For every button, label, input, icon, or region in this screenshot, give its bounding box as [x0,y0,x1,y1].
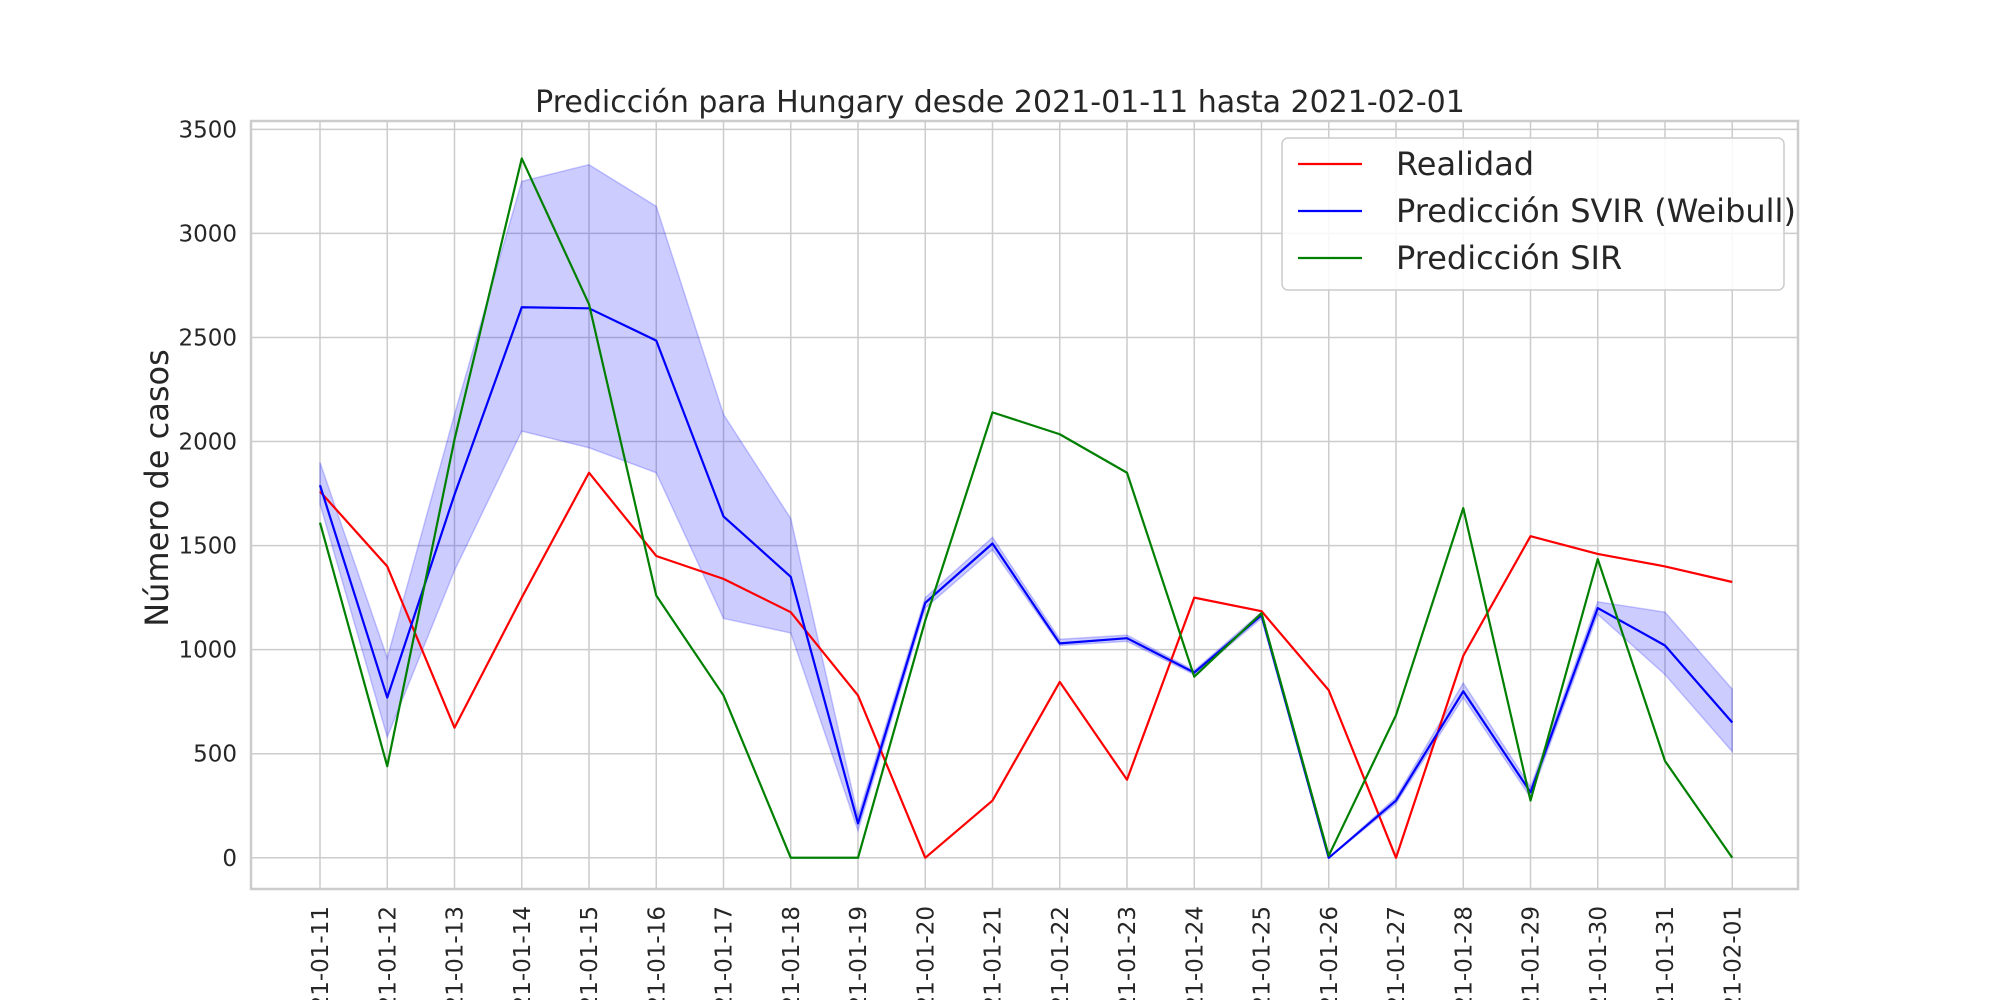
chart-title: Predicción para Hungary desde 2021-01-11… [535,85,1465,120]
x-tick-label: 2021-02-01 [1720,906,1746,1000]
x-tick-label: 2021-01-11 [308,906,334,1000]
y-axis-ticks: 0 500 1000 1500 2000 2500 3000 3500 [178,117,237,871]
x-tick-label: 2021-01-20 [913,906,939,1000]
x-tick-label: 2021-01-25 [1250,906,1276,1000]
x-axis-ticks: 2021-01-11 2021-01-12 2021-01-13 2021-01-14… [308,906,1746,1000]
x-tick-label: 2021-01-16 [644,906,670,1000]
x-tick-label: 2021-01-28 [1451,906,1477,1000]
plot-frame [249,119,1800,891]
x-tick-label: 2021-01-31 [1653,906,1679,1000]
svir-confidence-band [319,163,1733,860]
series-line-0 [319,471,1733,859]
y-tick-label: 500 [193,742,237,768]
x-tick-label: 2021-01-15 [577,906,603,1000]
series-lines [318,157,1734,859]
x-tick-label: 2021-01-22 [1048,906,1074,1000]
confidence-band [319,163,1733,860]
y-tick-label: 1000 [178,638,237,664]
legend-label: Predicción SIR [1396,239,1622,277]
legend-box [1281,137,1785,291]
x-tick-label: 2021-01-26 [1317,906,1343,1000]
y-tick-label: 1500 [178,534,237,560]
x-tick-label: 2021-01-19 [846,906,872,1000]
x-tick-label: 2021-01-21 [981,906,1007,1000]
legend: Realidad Predicción SVIR (Weibull) Predicc… [1281,137,1796,291]
x-tick-label: 2021-01-18 [779,906,805,1000]
x-tick-label: 2021-01-17 [712,906,738,1000]
series-line-2 [318,157,1734,859]
y-tick-label: 2500 [178,325,237,351]
y-tick-label: 3000 [178,221,237,247]
x-tick-label: 2021-01-14 [510,906,536,1000]
x-tick-label: 2021-01-30 [1586,906,1612,1000]
x-tick-label: 2021-01-12 [375,906,401,1000]
y-axis-label: Número de casos [138,349,176,627]
x-tick-label: 2021-01-27 [1384,906,1410,1000]
legend-label: Predicción SVIR (Weibull) [1396,192,1796,230]
x-tick-label: 2021-01-13 [443,906,469,1000]
series-line-1 [318,306,1734,859]
y-tick-label: 3500 [178,117,237,143]
y-tick-label: 2000 [178,430,237,456]
x-tick-label: 2021-01-23 [1115,906,1141,1000]
x-tick-label: 2021-01-29 [1519,906,1545,1000]
x-tick-label: 2021-01-24 [1182,906,1208,1000]
y-tick-label: 0 [222,846,237,872]
legend-label: Realidad [1396,145,1534,183]
